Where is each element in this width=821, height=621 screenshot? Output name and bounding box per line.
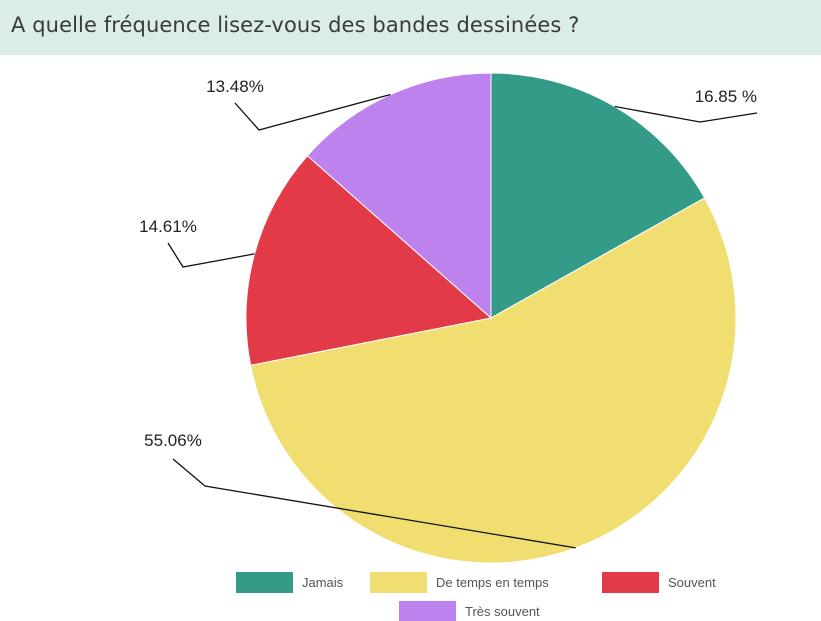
legend-swatch (602, 572, 659, 593)
legend-item-tres-souvent[interactable]: Très souvent (399, 601, 540, 621)
leader-line-tres-souvent (234, 93, 391, 131)
legend-item-jamais[interactable]: Jamais (236, 572, 344, 593)
leader-line-de-temps-en-temps (172, 458, 576, 549)
legend-item-souvent[interactable]: Souvent (602, 572, 716, 593)
legend-label: Souvent (668, 575, 716, 590)
slice-labels: 16.85 % 55.06% 14.61% 13.48% (139, 77, 757, 450)
pie-slices (245, 72, 737, 564)
leader-lines (167, 93, 758, 549)
legend-swatch (399, 601, 456, 621)
chart-title: A quelle fréquence lisez-vous des bandes… (11, 13, 580, 37)
leader-line-souvent (167, 242, 255, 268)
legend-swatch (236, 572, 293, 593)
slice-label-tres-souvent: 13.48% (206, 77, 264, 96)
slice-label-jamais: 16.85 % (695, 87, 757, 106)
pie-slice-tres-souvent[interactable] (306, 72, 492, 320)
legend-label: Jamais (302, 575, 344, 590)
pie-slice-souvent[interactable] (245, 155, 493, 366)
legend-swatch (370, 572, 427, 593)
leader-line-jamais (614, 105, 758, 123)
slice-label-souvent: 14.61% (139, 217, 197, 236)
legend-label: Très souvent (465, 604, 540, 619)
title-bar: A quelle fréquence lisez-vous des bandes… (0, 0, 821, 55)
slice-label-de-temps-en-temps: 55.06% (144, 431, 202, 450)
chart-legend: Jamais De temps en temps Souvent Très souve… (236, 572, 716, 621)
legend-item-de-temps-en-temps[interactable]: De temps en temps (370, 572, 549, 593)
legend-label: De temps en temps (436, 575, 549, 590)
